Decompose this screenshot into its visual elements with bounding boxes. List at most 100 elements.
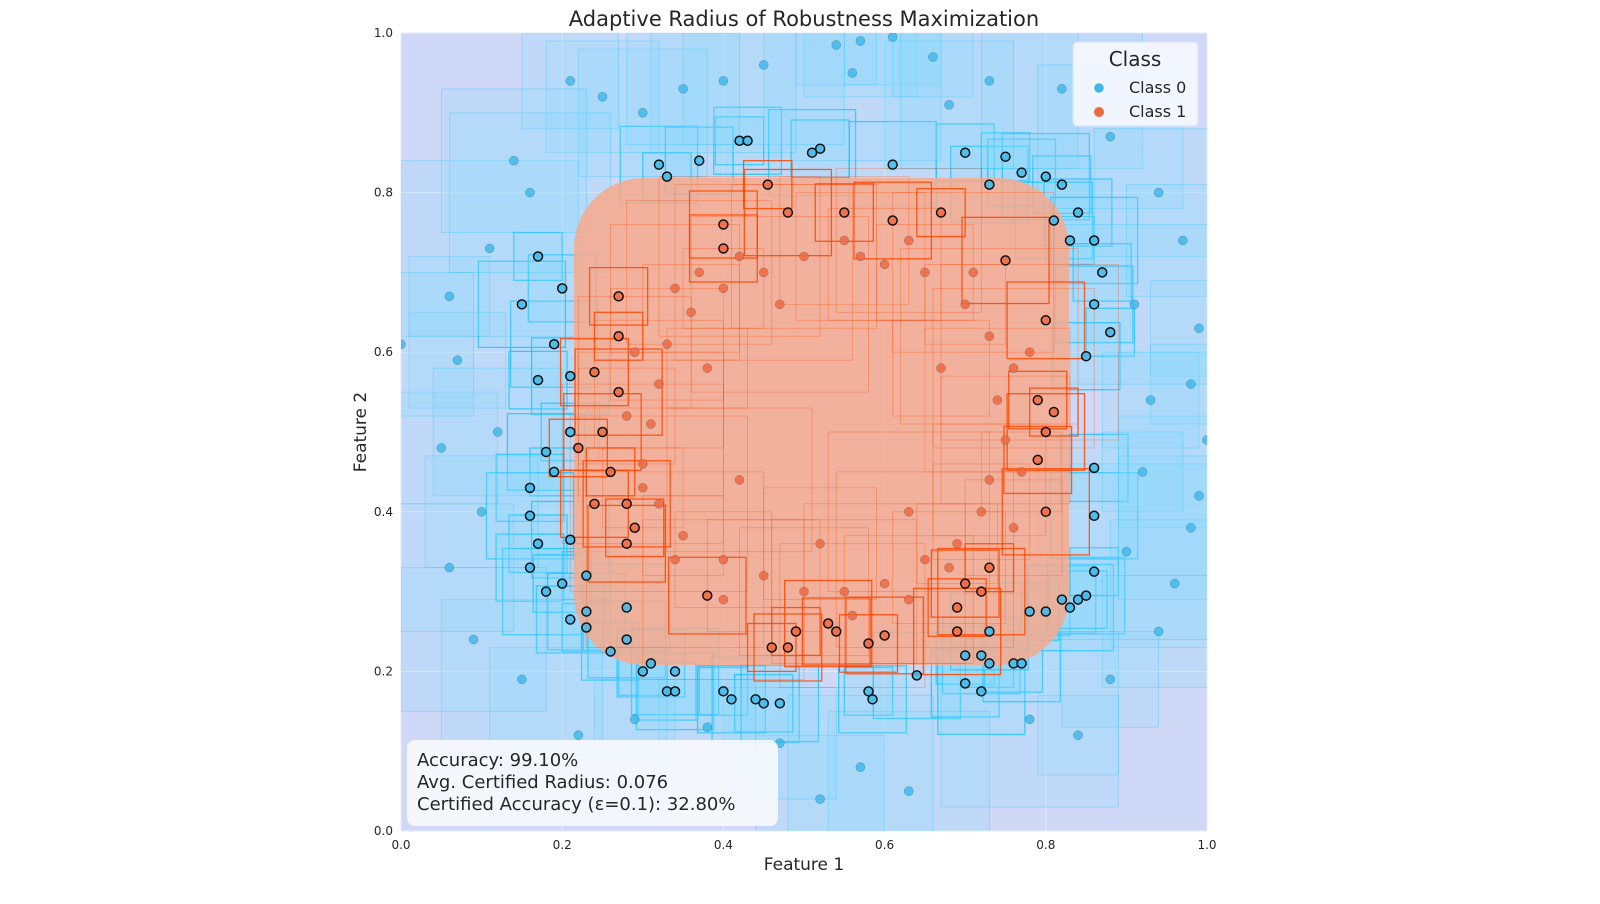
class0-point <box>597 92 608 102</box>
class1-certified-box <box>930 549 1000 618</box>
class1-point <box>573 442 584 454</box>
y-tick-label: 0.6 <box>374 345 393 359</box>
class1-point <box>879 259 890 270</box>
x-tick-label: 0.0 <box>391 838 410 852</box>
class0-point <box>1024 606 1035 617</box>
class0-certified-box <box>401 391 499 505</box>
class0-point <box>976 650 987 661</box>
class0-point <box>524 510 536 522</box>
class1-certified-box <box>827 208 942 321</box>
class1-point <box>589 366 600 378</box>
class1-point <box>992 395 1003 405</box>
class1-point <box>822 618 834 629</box>
class0-point <box>911 670 923 681</box>
data-points <box>401 33 1207 804</box>
avg-radius-text: Avg. Certified Radius: 0.076 <box>417 772 668 793</box>
class0-point <box>815 794 825 804</box>
class1-point <box>1008 363 1019 373</box>
class1-point <box>670 283 680 294</box>
class0-point <box>847 68 858 78</box>
class1-point <box>766 642 778 653</box>
class1-certified-box <box>739 527 869 656</box>
class1-point <box>863 638 874 649</box>
class1-certified-box <box>742 160 793 210</box>
class0-point <box>693 155 705 166</box>
class0-point <box>1088 510 1100 522</box>
class1-point <box>935 207 947 218</box>
legend-label-class1: Class 1 <box>1129 102 1186 121</box>
class1-region <box>574 178 1069 665</box>
class1-point <box>936 363 946 373</box>
class1-certified-box <box>900 248 1079 425</box>
class1-point <box>654 499 664 509</box>
class1-point <box>702 590 713 601</box>
class0-point <box>621 634 632 645</box>
class1-point <box>621 538 632 549</box>
class1-point <box>758 570 769 581</box>
class0-point <box>1088 235 1100 246</box>
class1-certified-box <box>771 519 918 664</box>
class1-certified-box <box>1001 468 1090 556</box>
class1-point <box>959 578 971 589</box>
class1-certified-box <box>940 264 1119 441</box>
class0-point <box>581 570 592 581</box>
class0-point <box>645 658 657 669</box>
class1-point <box>1040 506 1052 518</box>
class1-point <box>904 507 914 517</box>
class1-point <box>678 530 688 541</box>
class1-certified-box <box>1006 393 1086 471</box>
class0-point <box>540 446 552 458</box>
y-axis-label: Feature 2 <box>351 392 371 472</box>
class0-point <box>1064 602 1076 613</box>
class0-point <box>605 646 616 657</box>
class1-certified-box <box>853 181 932 260</box>
class1-point <box>589 498 600 510</box>
class1-certified-box <box>801 597 871 666</box>
class0-certified-box <box>401 567 547 712</box>
class1-certified-box <box>588 266 649 326</box>
class0-certified-box <box>1069 547 1119 597</box>
class0-point <box>959 650 971 661</box>
class0-point <box>1186 379 1196 389</box>
class1-certified-box <box>827 431 990 593</box>
class0-point <box>1186 523 1196 533</box>
class0-point <box>959 678 971 689</box>
class0-point <box>976 686 987 697</box>
chart-title: Adaptive Radius of Robustness Maximizati… <box>569 7 1039 31</box>
class0-point <box>525 187 535 198</box>
class1-point <box>654 379 664 389</box>
legend-marker-class0 <box>1093 82 1105 94</box>
x-tick-label: 0.6 <box>875 838 894 852</box>
class1-certified-box <box>610 224 740 353</box>
class1-point <box>1048 406 1060 418</box>
class1-certified-box <box>912 587 1002 676</box>
class1-point <box>976 507 987 517</box>
class1-certified-box <box>577 351 724 497</box>
class0-point <box>726 694 737 705</box>
class1-point <box>951 602 963 613</box>
class1-certified-box <box>574 348 663 436</box>
class1-point <box>790 626 802 637</box>
class0-point <box>669 686 681 697</box>
class1-point <box>799 586 809 597</box>
class0-certified-box <box>1150 343 1207 425</box>
class0-point <box>678 84 688 94</box>
class0-point <box>1105 131 1116 142</box>
class0-point <box>1137 467 1148 477</box>
class1-certified-box <box>964 479 1063 577</box>
class0-certified-box <box>682 33 845 146</box>
class0-point <box>1096 267 1108 278</box>
class1-point <box>847 610 858 621</box>
class0-point <box>1153 187 1164 198</box>
class0-point <box>565 370 576 382</box>
class0-point <box>944 100 954 110</box>
class1-certified-box <box>577 367 676 465</box>
class0-point <box>573 730 584 740</box>
class1-point <box>621 498 632 510</box>
class0-certified-box <box>401 271 474 417</box>
class1-certified-box <box>1003 425 1073 495</box>
class0-certified-box <box>892 33 974 98</box>
class1-certified-box <box>666 327 748 409</box>
class1-certified-box <box>835 168 982 313</box>
class1-certified-box <box>585 471 765 648</box>
